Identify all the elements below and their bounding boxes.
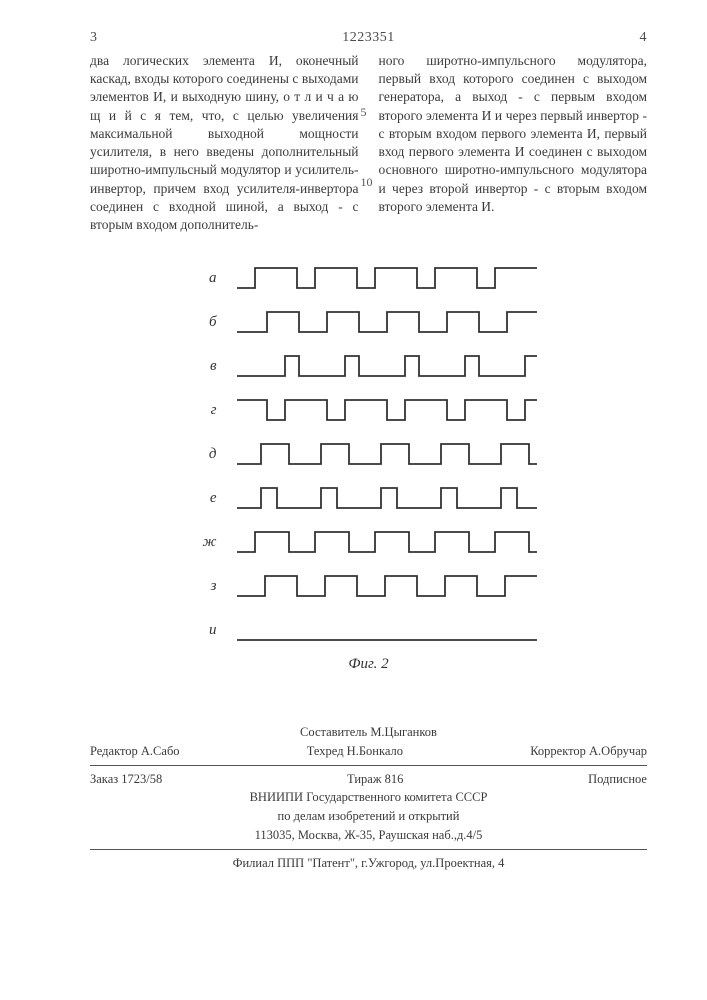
figure-2: а б в г д е ж з и xyxy=(189,264,549,644)
waveform-label: д xyxy=(189,446,225,463)
right-column: 5 10 ного широтно-импульсного модулятора… xyxy=(379,52,648,234)
footer-corrector: Корректор А.Обручар xyxy=(530,742,647,761)
waveform-svg xyxy=(225,484,549,512)
footer-org1: ВНИИПИ Государственного комитета СССР xyxy=(90,788,647,807)
waveform-svg xyxy=(225,440,549,468)
waveform-label: б xyxy=(189,314,225,331)
waveform-label: ж xyxy=(189,534,225,551)
waveform-row: б xyxy=(189,308,549,336)
waveform-label: в xyxy=(189,358,225,375)
waveform-row: в xyxy=(189,352,549,380)
footer-org2: по делам изобретений и открытий xyxy=(90,807,647,826)
right-col-text: ного широтно-импульсного модулятора, пер… xyxy=(379,52,648,216)
waveform-row: ж xyxy=(189,528,549,556)
page-num-right: 4 xyxy=(640,30,648,46)
waveform-svg xyxy=(225,352,549,380)
waveform-label: г xyxy=(189,402,225,419)
waveform-svg xyxy=(225,308,549,336)
left-column: два логических элемента И, оконечный кас… xyxy=(90,52,359,234)
line-number-10: 10 xyxy=(361,174,373,190)
footer-editor: Редактор А.Сабо xyxy=(90,742,180,761)
waveform-label: з xyxy=(189,578,225,595)
figure-caption: Фиг. 2 xyxy=(90,656,647,673)
footer-tirage: Тираж 816 xyxy=(347,770,403,789)
waveform-row: е xyxy=(189,484,549,512)
waveform-row: г xyxy=(189,396,549,424)
line-number-5: 5 xyxy=(361,104,367,120)
waveform-svg xyxy=(225,264,549,292)
footer-order: Заказ 1723/58 xyxy=(90,770,162,789)
waveform-svg xyxy=(225,616,549,644)
waveform-row: а xyxy=(189,264,549,292)
footer-credits: Редактор А.Сабо Техред Н.Бонкало Коррект… xyxy=(90,742,647,761)
footer-compiler: Составитель М.Цыганков xyxy=(90,723,647,742)
text-columns: два логических элемента И, оконечный кас… xyxy=(90,52,647,234)
footer-techred: Техред Н.Бонкало xyxy=(307,742,403,761)
waveform-svg xyxy=(225,396,549,424)
waveform-row: д xyxy=(189,440,549,468)
waveform-row: и xyxy=(189,616,549,644)
waveform-row: з xyxy=(189,572,549,600)
page-num-left: 3 xyxy=(90,30,98,46)
footer-divider-1 xyxy=(90,765,647,766)
left-col-text: два логических элемента И, оконечный кас… xyxy=(90,52,359,234)
footer-branch: Филиал ППП "Патент", г.Ужгород, ул.Проек… xyxy=(90,854,647,873)
waveform-svg xyxy=(225,528,549,556)
page-header: 3 1223351 4 xyxy=(90,30,647,46)
doc-number: 1223351 xyxy=(342,30,395,46)
page: 3 1223351 4 два логических элемента И, о… xyxy=(0,0,707,1000)
waveform-label: и xyxy=(189,622,225,639)
footer: Составитель М.Цыганков Редактор А.Сабо Т… xyxy=(90,723,647,872)
waveform-label: е xyxy=(189,490,225,507)
footer-addr: 113035, Москва, Ж-35, Раушская наб.,д.4/… xyxy=(90,826,647,845)
footer-divider-2 xyxy=(90,849,647,850)
waveform-svg xyxy=(225,572,549,600)
waveform-label: а xyxy=(189,270,225,287)
footer-sign: Подписное xyxy=(588,770,647,789)
footer-order-row: Заказ 1723/58 Тираж 816 Подписное xyxy=(90,770,647,789)
